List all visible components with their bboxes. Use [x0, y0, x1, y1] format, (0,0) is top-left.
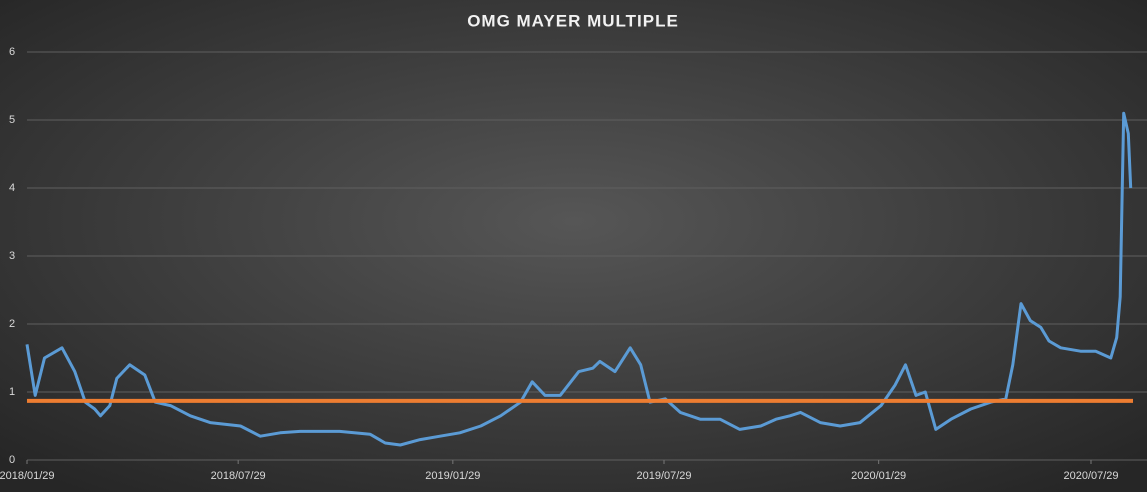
y-tick-label: 0 — [9, 454, 15, 466]
y-tick-label: 5 — [9, 114, 15, 126]
y-tick-label: 6 — [9, 46, 15, 58]
x-tick-label: 2019/07/29 — [636, 470, 691, 482]
x-tick-label: 2019/01/29 — [425, 470, 480, 482]
y-tick-label: 3 — [9, 250, 15, 262]
x-tick-label: 2020/01/29 — [851, 470, 906, 482]
chart-title: OMG MAYER MULTIPLE — [467, 11, 679, 30]
x-tick-label: 2020/07/29 — [1063, 470, 1118, 482]
x-tick-label: 2018/07/29 — [211, 470, 266, 482]
y-tick-label: 1 — [9, 386, 15, 398]
data-line — [25, 111, 1133, 447]
x-tick-label: 2018/01/29 — [0, 470, 55, 482]
y-tick-label: 2 — [9, 318, 15, 330]
y-tick-label: 4 — [9, 182, 15, 194]
